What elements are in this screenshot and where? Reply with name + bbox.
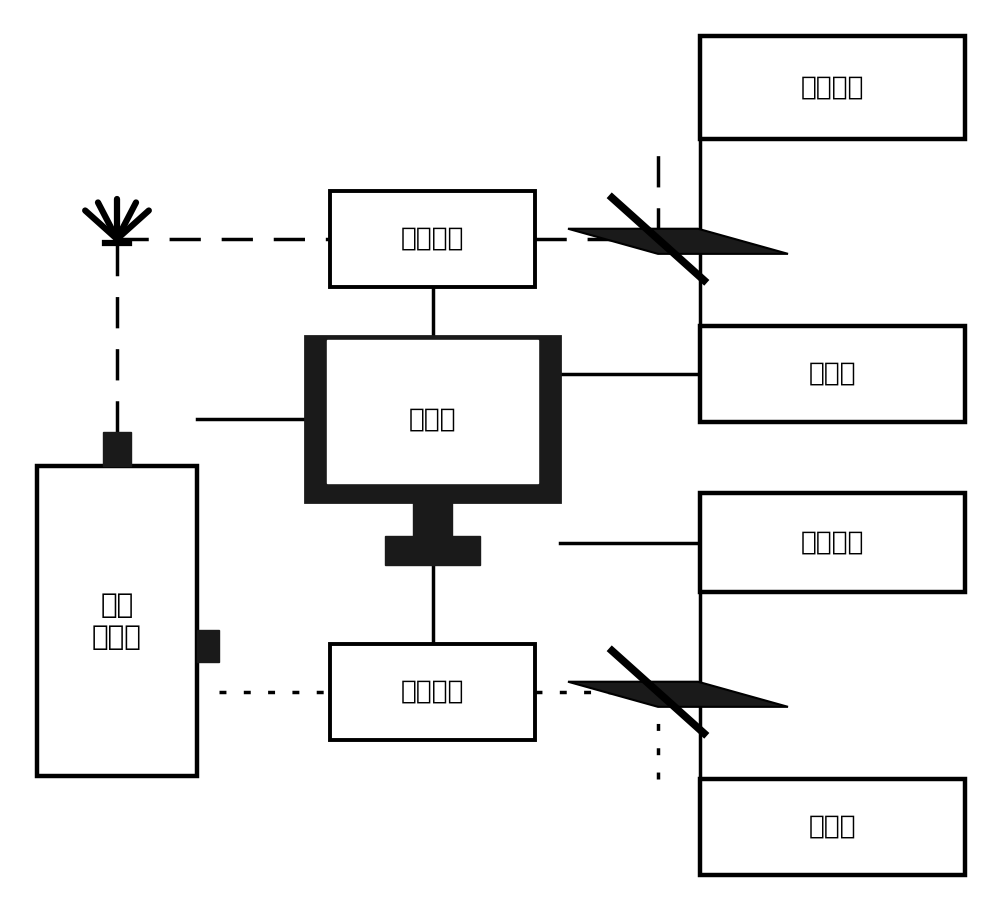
FancyBboxPatch shape: [700, 36, 965, 139]
Text: 飞秒
激光器: 飞秒 激光器: [92, 591, 142, 651]
Text: 成像系统: 成像系统: [801, 74, 864, 100]
Text: 调节模块: 调节模块: [401, 679, 464, 705]
FancyBboxPatch shape: [197, 631, 219, 662]
Text: 平移台: 平移台: [809, 361, 856, 387]
FancyBboxPatch shape: [330, 644, 535, 740]
FancyBboxPatch shape: [700, 326, 965, 422]
FancyBboxPatch shape: [700, 493, 965, 592]
FancyBboxPatch shape: [385, 536, 480, 565]
FancyBboxPatch shape: [700, 779, 965, 875]
Polygon shape: [568, 682, 788, 707]
FancyBboxPatch shape: [327, 340, 538, 483]
FancyBboxPatch shape: [103, 432, 131, 466]
FancyBboxPatch shape: [413, 502, 452, 536]
Polygon shape: [568, 229, 788, 254]
FancyBboxPatch shape: [330, 191, 535, 287]
Text: 成像系统: 成像系统: [801, 530, 864, 555]
Text: 平移台: 平移台: [809, 814, 856, 840]
Text: 计算机: 计算机: [409, 406, 456, 432]
FancyBboxPatch shape: [305, 336, 560, 502]
Text: 调节模块: 调节模块: [401, 226, 464, 252]
FancyBboxPatch shape: [37, 466, 197, 776]
